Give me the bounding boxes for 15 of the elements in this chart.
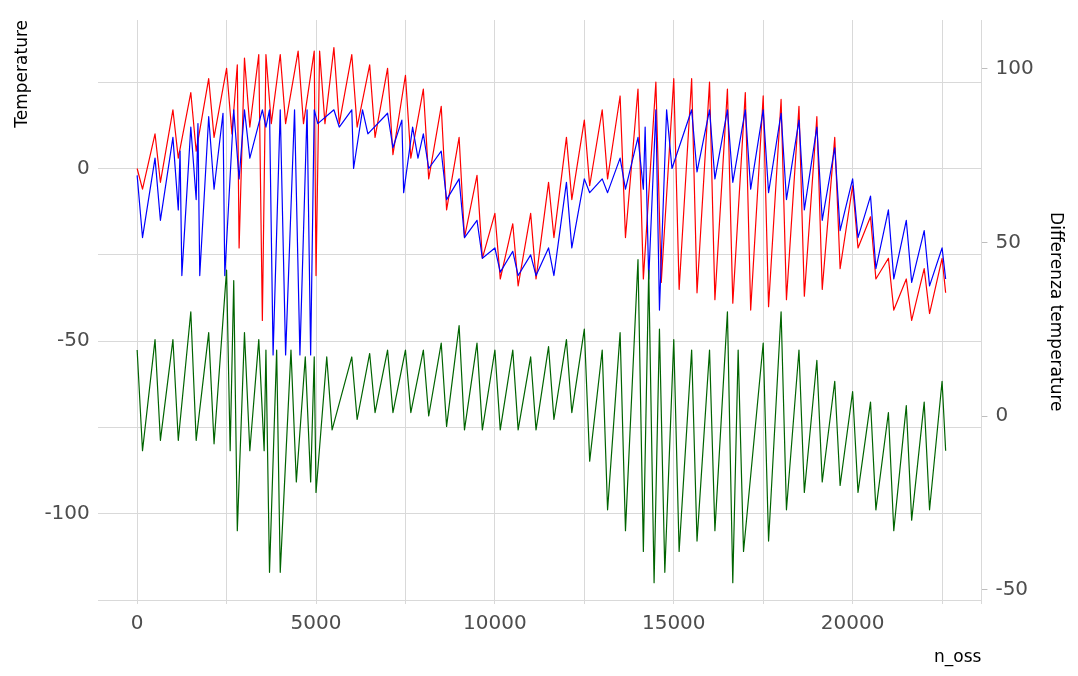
- x-axis-title: n_oss: [934, 646, 982, 668]
- y2-tick-label: 100: [995, 54, 1034, 79]
- y-tick-label: -50: [57, 327, 90, 352]
- y-axis-title: Temperature: [10, 20, 31, 129]
- x-tick-label: 5000: [290, 609, 342, 634]
- y2-tick-label: -50: [995, 575, 1029, 600]
- x-tick-label: 20000: [820, 609, 885, 634]
- y2-tick-label: 0: [995, 402, 1009, 427]
- y2-tick-label: 50: [995, 228, 1021, 253]
- x-tick-label: 0: [130, 609, 144, 634]
- y-tick-label: 0: [77, 154, 90, 179]
- x-tick-label: 15000: [641, 609, 706, 634]
- y-tick-label: -100: [44, 500, 90, 525]
- x-tick-label: 10000: [463, 609, 527, 634]
- y2-axis-title: Differenza temperature: [1047, 212, 1068, 412]
